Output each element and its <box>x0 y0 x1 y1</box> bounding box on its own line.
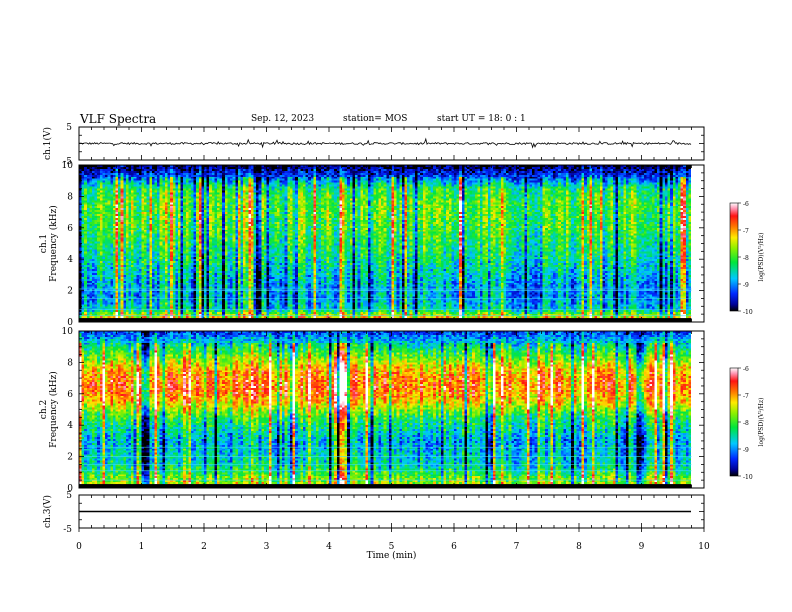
colorbar-label: log(PSD)(V²/Hz) <box>758 233 765 282</box>
low-freq-band <box>79 484 692 488</box>
colorbar-label: log(PSD)(V²/Hz) <box>758 398 765 447</box>
x-tick-label: 9 <box>639 542 645 552</box>
colorbar-tick-label: -9 <box>743 447 749 454</box>
ch1-spectrogram-colorbar <box>729 202 739 312</box>
y-axis-label: Frequency (kHz) <box>48 371 59 448</box>
y-tick-label: 4 <box>67 421 73 431</box>
y-tick-label: 6 <box>67 390 73 400</box>
figure-title: VLF Spectra <box>80 112 157 126</box>
y-tick-label: 0 <box>67 318 73 328</box>
x-tick-label: 10 <box>698 542 710 552</box>
y-tick-label: 5 <box>66 491 72 501</box>
x-tick-label: 4 <box>326 542 332 552</box>
colorbar-tick-label: -10 <box>743 309 753 316</box>
colorbar-tick-label: -8 <box>743 420 749 427</box>
colorbar-tick-label: -8 <box>743 255 749 262</box>
y-tick-label: 10 <box>62 327 74 337</box>
x-tick-label: 8 <box>576 542 582 552</box>
date-label: Sep. 12, 2023 <box>251 114 315 124</box>
channel-label: ch.2 <box>39 400 49 419</box>
ch1-spectrogram-image <box>79 165 704 322</box>
y-axis-label: Frequency (kHz) <box>48 205 59 282</box>
x-tick-label: 6 <box>451 542 457 552</box>
ch1-waveform-trace <box>78 137 692 149</box>
y-tick-label: 2 <box>67 453 73 463</box>
y-tick-label: 10 <box>62 161 74 171</box>
x-tick-label: 3 <box>264 542 270 552</box>
y-tick-label: 6 <box>67 224 73 234</box>
x-tick-label: 5 <box>389 542 395 552</box>
x-tick-label: 2 <box>201 542 207 552</box>
y-tick-label: 5 <box>66 123 72 133</box>
colorbar-tick-label: -6 <box>743 201 749 208</box>
colorbar-tick-label: -6 <box>743 366 749 373</box>
y-tick-label: 2 <box>67 287 73 297</box>
x-tick-label: 0 <box>76 542 82 552</box>
start-ut-label: start UT = 18: 0 : 1 <box>437 114 526 124</box>
colorbar-tick-label: -9 <box>743 282 749 289</box>
x-axis-label: Time (min) <box>367 550 417 561</box>
y-tick-label: -5 <box>63 525 72 535</box>
y-tick-label: 4 <box>67 255 73 265</box>
y-tick-label: -5 <box>63 157 72 167</box>
colorbar-tick-label: -7 <box>743 228 749 235</box>
y-axis-label: ch.1(V) <box>42 127 53 160</box>
colorbar-tick-label: -7 <box>743 393 749 400</box>
y-tick-label: 8 <box>67 358 73 368</box>
station-label: station= MOS <box>343 114 408 124</box>
x-tick-label: 7 <box>514 542 520 552</box>
x-tick-label: 1 <box>139 542 145 552</box>
y-axis-label: ch.3(V) <box>42 495 53 528</box>
y-tick-label: 0 <box>67 484 73 494</box>
channel-label: ch.1 <box>39 234 49 253</box>
ch2-spectrogram-colorbar <box>729 367 739 477</box>
y-tick-label: 8 <box>67 192 73 202</box>
low-freq-band <box>79 318 692 322</box>
colorbar-tick-label: -10 <box>743 474 753 481</box>
ch2-spectrogram-image <box>79 331 704 488</box>
